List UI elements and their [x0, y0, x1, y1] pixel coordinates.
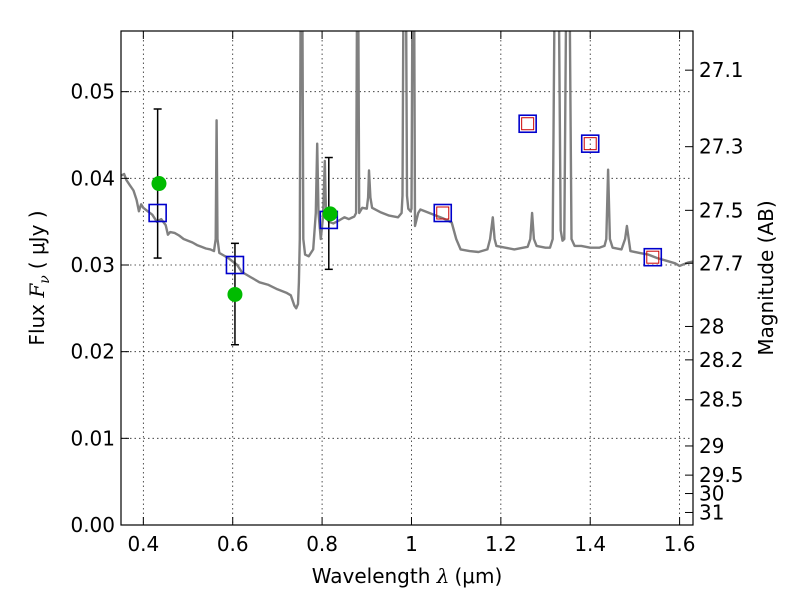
mag-tick-label: 29: [699, 434, 724, 458]
plot-frame: [120, 30, 694, 526]
tick-marks: [121, 31, 693, 526]
right-axis-title: Magnitude (AB): [754, 200, 778, 355]
mag-tick-label: 27.1: [699, 58, 744, 82]
x-tick-label: 1.4: [574, 532, 606, 556]
mag-tick-label: 29.5: [699, 463, 744, 487]
observed-points: [151, 176, 338, 302]
inner-photometry-box: [521, 117, 535, 131]
x-tick-label: 0.6: [217, 532, 249, 556]
mag-tick-label: 27.3: [699, 135, 744, 159]
inner-photometry-box: [583, 137, 597, 151]
y-axis-title: Flux Fν( μJy ): [25, 210, 53, 345]
x-tick-label: 0.4: [127, 532, 159, 556]
y-tick-label: 0.03: [70, 253, 115, 277]
x-tick-label: 1.6: [664, 532, 696, 556]
mag-tick-label: 31: [699, 500, 724, 524]
x-axis-title: Wavelength λ (μm): [312, 564, 503, 588]
model-photometry-box: [148, 203, 167, 223]
observed-point: [322, 206, 338, 222]
inner-photometry-box: [646, 250, 660, 264]
mag-tick-label: 27.5: [699, 198, 744, 222]
y-tick-label: 0.01: [70, 426, 115, 450]
x-tick-label: 1: [405, 532, 418, 556]
y-tick-label: 0.00: [70, 513, 115, 537]
mag-tick-label: 28.2: [699, 348, 744, 372]
spectrum-line: [121, 31, 693, 310]
y-tick-labels: 0.00 0.01 0.02 0.03 0.04 0.05: [70, 80, 115, 537]
plot-area: [121, 31, 693, 346]
y-tick-label: 0.04: [70, 166, 115, 190]
mag-tick-label: 30: [699, 482, 724, 506]
inner-photometry-box: [436, 206, 450, 220]
mag-tick-label: 28.5: [699, 388, 744, 412]
x-tick-label: 0.8: [306, 532, 338, 556]
model-photometry-box: [433, 203, 453, 223]
photometry-boxes: [148, 114, 663, 275]
model-photometry-box: [643, 247, 663, 267]
y-tick-label: 0.05: [70, 80, 115, 104]
error-bars: [153, 108, 333, 346]
y-tick-label: 0.02: [70, 340, 115, 364]
x-tick-labels: 0.4 0.6 0.8 1 1.2 1.4 1.6: [127, 532, 695, 556]
model-photometry-box: [580, 134, 600, 153]
x-tick-label: 1.2: [485, 532, 517, 556]
observed-point: [227, 286, 243, 302]
model-photometry-box: [225, 255, 245, 275]
model-photometry-box: [518, 114, 537, 134]
mag-tick-label: 27.7: [699, 251, 744, 275]
mag-tick-label: 28: [699, 314, 724, 338]
observed-point: [151, 176, 167, 192]
